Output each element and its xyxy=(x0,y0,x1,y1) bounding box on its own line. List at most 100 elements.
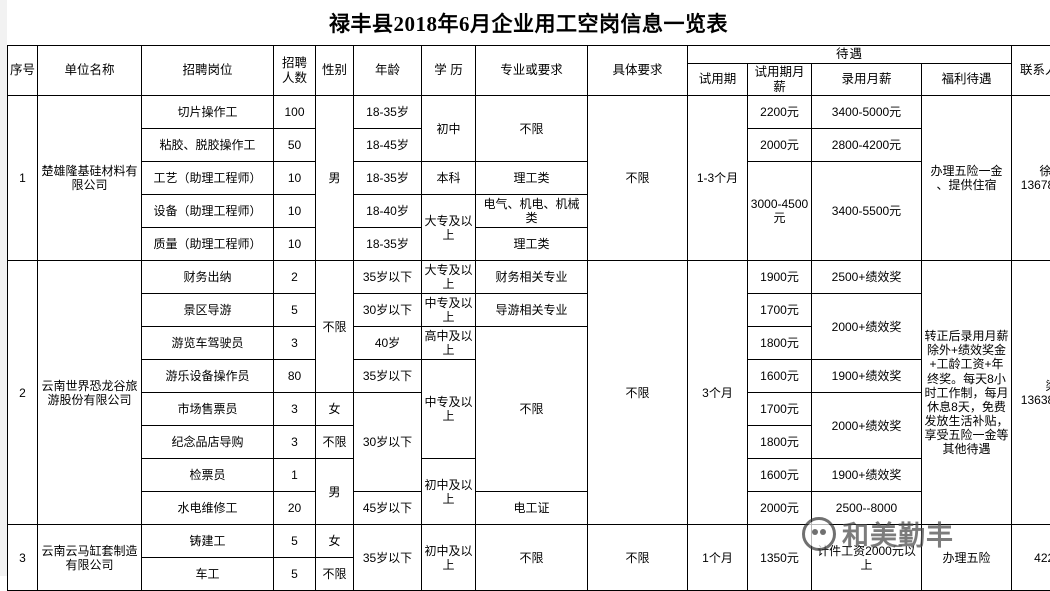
cell-gender: 男 xyxy=(316,459,354,525)
contact-phone: 4220065 xyxy=(1014,551,1050,565)
cell-age: 35岁以下 xyxy=(354,261,422,294)
cell-education: 本科 xyxy=(422,162,476,195)
cell-probation-salary: 1700元 xyxy=(748,294,812,327)
job-vacancy-table: 序号 单位名称 招聘岗位 招聘人数 性别 年龄 学 历 专业或要求 具体要求 待… xyxy=(7,45,1050,591)
cell-major: 电气、机电、机械类 xyxy=(476,195,588,228)
cell-hired-salary: 2500--8000 xyxy=(812,492,922,525)
th-contact: 联系人及电话 xyxy=(1012,46,1050,96)
cell-contact: 徐惠贵13678740230 xyxy=(1012,96,1050,261)
cell-education: 大专及以上 xyxy=(422,261,476,294)
cell-position: 粘胶、脱胶操作工 xyxy=(142,129,274,162)
cell-probation-period: 1个月 xyxy=(688,525,748,591)
th-treatment-group: 待遇 xyxy=(688,46,1012,64)
cell-probation-salary: 1800元 xyxy=(748,426,812,459)
page-title: 禄丰县2018年6月企业用工空岗信息一览表 xyxy=(329,8,728,38)
cell-age: 30岁以下 xyxy=(354,393,422,492)
cell-headcount: 10 xyxy=(274,162,316,195)
cell-probation-salary: 1800元 xyxy=(748,327,812,360)
cell-age: 18-35岁 xyxy=(354,162,422,195)
cell-education: 大专及以上 xyxy=(422,195,476,261)
cell-probation-period: 3个月 xyxy=(688,261,748,525)
cell-probation-salary: 1700元 xyxy=(748,393,812,426)
cell-headcount: 2 xyxy=(274,261,316,294)
cell-major: 理工类 xyxy=(476,162,588,195)
cell-age: 45岁以下 xyxy=(354,492,422,525)
cell-age: 18-35岁 xyxy=(354,228,422,261)
cell-age: 18-35岁 xyxy=(354,96,422,129)
cell-position: 检票员 xyxy=(142,459,274,492)
document-title-bar: 禄丰县2018年6月企业用工空岗信息一览表 xyxy=(7,0,1050,46)
contact-phone: 13678740230 xyxy=(1014,178,1050,192)
cell-hired-salary: 1900+绩效奖 xyxy=(812,360,922,393)
cell-requirements: 不限 xyxy=(588,525,688,591)
cell-headcount: 5 xyxy=(274,558,316,591)
cell-education: 中专及以上 xyxy=(422,360,476,459)
th-headcount: 招聘人数 xyxy=(274,46,316,96)
cell-seq: 2 xyxy=(8,261,38,525)
cell-hired-salary: 2800-4200元 xyxy=(812,129,922,162)
cell-requirements: 不限 xyxy=(588,96,688,261)
cell-probation-salary: 1600元 xyxy=(748,459,812,492)
cell-seq: 1 xyxy=(8,96,38,261)
cell-age: 40岁 xyxy=(354,327,422,360)
cell-headcount: 50 xyxy=(274,129,316,162)
cell-major: 财务相关专业 xyxy=(476,261,588,294)
cell-gender: 不限 xyxy=(316,261,354,393)
th-seq: 序号 xyxy=(8,46,38,96)
cell-education: 初中 xyxy=(422,96,476,162)
cell-gender: 女 xyxy=(316,525,354,558)
th-probation-period: 试用期 xyxy=(688,63,748,96)
cell-position: 质量（助理工程师） xyxy=(142,228,274,261)
cell-probation-salary: 2200元 xyxy=(748,96,812,129)
cell-headcount: 3 xyxy=(274,393,316,426)
cell-education: 初中及以上 xyxy=(422,459,476,525)
cell-position: 财务出纳 xyxy=(142,261,274,294)
cell-headcount: 5 xyxy=(274,294,316,327)
cell-gender: 不限 xyxy=(316,558,354,591)
contact-name: 徐惠贵 xyxy=(1014,164,1050,178)
cell-position: 车工 xyxy=(142,558,274,591)
cell-probation-salary: 1350元 xyxy=(748,525,812,591)
cell-position: 游览车驾驶员 xyxy=(142,327,274,360)
th-age: 年龄 xyxy=(354,46,422,96)
contact-name: 梁莉 xyxy=(1014,379,1050,393)
cell-position: 切片操作工 xyxy=(142,96,274,129)
cell-age: 35岁以下 xyxy=(354,525,422,591)
th-hired-salary: 录用月薪 xyxy=(812,63,922,96)
cell-education: 中专及以上 xyxy=(422,294,476,327)
th-education: 学 历 xyxy=(422,46,476,96)
cell-position: 工艺（助理工程师） xyxy=(142,162,274,195)
cell-headcount: 3 xyxy=(274,426,316,459)
cell-age: 35岁以下 xyxy=(354,360,422,393)
th-requirements: 具体要求 xyxy=(588,46,688,96)
cell-headcount: 20 xyxy=(274,492,316,525)
cell-position: 铸建工 xyxy=(142,525,274,558)
cell-probation-salary: 2000元 xyxy=(748,129,812,162)
cell-headcount: 100 xyxy=(274,96,316,129)
cell-major: 不限 xyxy=(476,525,588,591)
cell-education: 初中及以上 xyxy=(422,525,476,591)
cell-age: 18-40岁 xyxy=(354,195,422,228)
th-position: 招聘岗位 xyxy=(142,46,274,96)
cell-major: 电工证 xyxy=(476,492,588,525)
cell-probation-salary: 1900元 xyxy=(748,261,812,294)
table-header-row-1: 序号 单位名称 招聘岗位 招聘人数 性别 年龄 学 历 专业或要求 具体要求 待… xyxy=(8,46,1050,64)
cell-hired-salary: 2000+绩效奖 xyxy=(812,393,922,459)
cell-hired-salary: 3400-5000元 xyxy=(812,96,922,129)
cell-benefits: 转正后录用月薪除外+绩效奖金+工龄工资+年终奖。每天8小时工作制，每月休息8天，… xyxy=(922,261,1012,525)
cell-headcount: 10 xyxy=(274,195,316,228)
cell-company-name: 云南世界恐龙谷旅游股份有限公司 xyxy=(38,261,142,525)
cell-seq: 3 xyxy=(8,525,38,591)
cell-hired-salary: 2500+绩效奖 xyxy=(812,261,922,294)
cell-hired-salary: 3400-5500元 xyxy=(812,162,922,261)
th-major: 专业或要求 xyxy=(476,46,588,96)
cell-major: 理工类 xyxy=(476,228,588,261)
cell-gender: 男 xyxy=(316,96,354,261)
cell-age: 18-45岁 xyxy=(354,129,422,162)
